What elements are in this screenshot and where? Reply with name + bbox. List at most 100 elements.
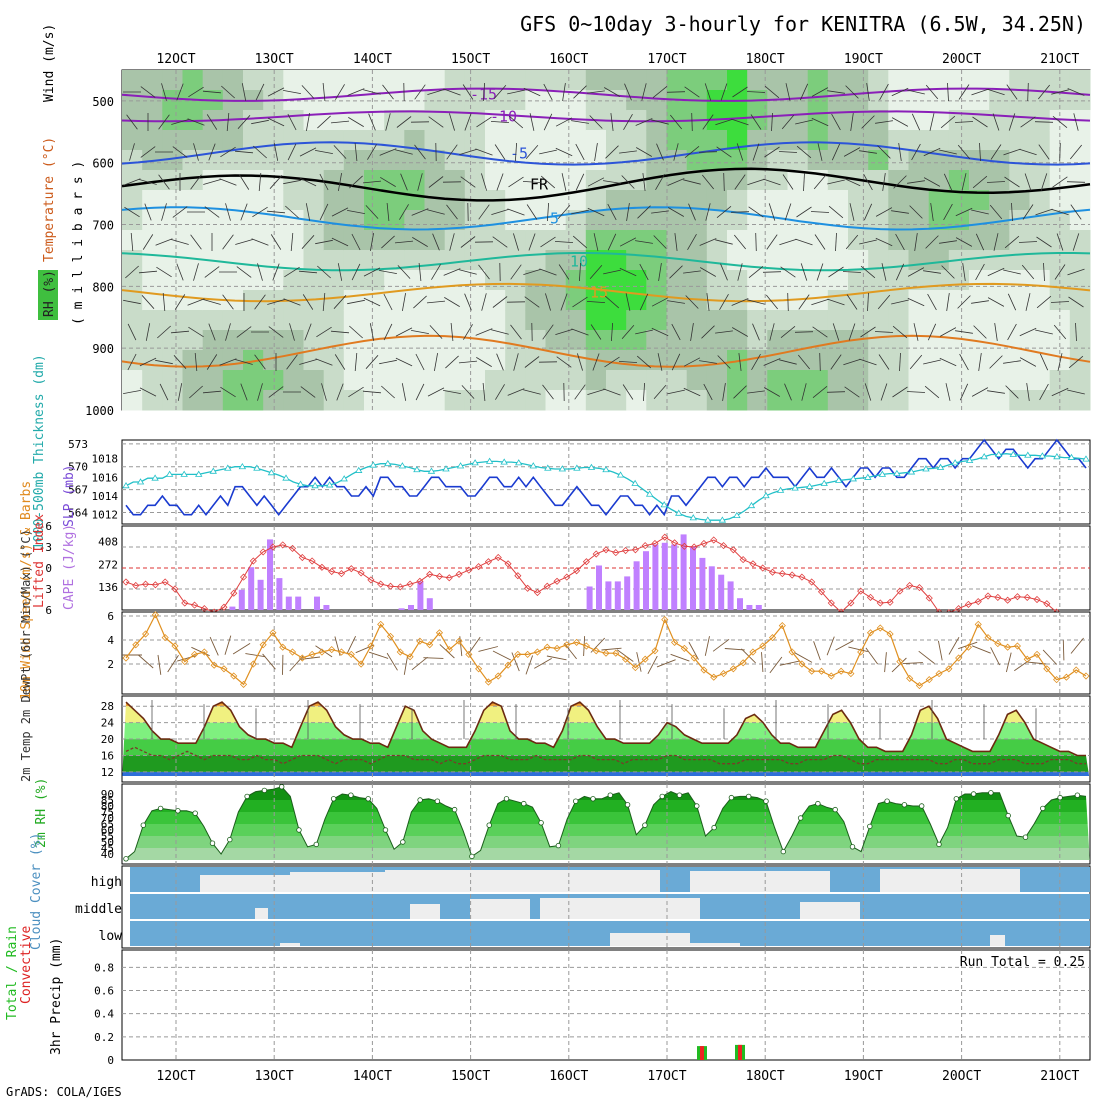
rh2m-marker: [176, 809, 181, 814]
rh-cell: [505, 170, 526, 191]
rh-cell: [646, 210, 667, 231]
rh-cell: [203, 310, 224, 331]
rh-cell: [606, 310, 627, 331]
rh-cell: [868, 310, 889, 331]
cloud-clear-area: [385, 870, 660, 892]
cloud-clear-area: [800, 902, 860, 919]
rh2m-marker: [1058, 795, 1063, 800]
rh-cell: [283, 70, 304, 91]
rh-cell: [223, 270, 244, 291]
rh-cell: [485, 230, 506, 251]
rh-cell: [687, 310, 708, 331]
rh-cell: [606, 350, 627, 371]
cloud-row-label: high: [91, 875, 122, 890]
bottom-date-label: 13OCT: [255, 1069, 294, 1084]
rh-cell: [626, 330, 647, 351]
rh-cell: [445, 70, 466, 91]
rh-cell: [868, 330, 889, 351]
pressure-tick: 1000: [85, 404, 114, 418]
cape-bar: [596, 566, 602, 611]
pressure-tick: 900: [92, 342, 114, 356]
rh-cell: [1009, 130, 1030, 151]
rh-cell: [505, 370, 526, 391]
rh-cell: [546, 70, 567, 91]
rh-cell: [223, 190, 244, 211]
rh-cell: [989, 330, 1010, 351]
rh2m-marker: [366, 797, 371, 802]
rh-cell: [324, 90, 345, 111]
rh2m-marker: [989, 791, 994, 796]
rh2m-marker: [331, 797, 336, 802]
rh-cell: [243, 390, 264, 411]
rh-cell: [384, 310, 405, 331]
wind-tick: 4: [107, 634, 114, 647]
rh-cell: [667, 370, 688, 391]
rh-cell: [203, 70, 224, 91]
rh-cell: [1030, 170, 1051, 191]
rh-cell: [909, 70, 930, 91]
rh-cell: [606, 370, 627, 391]
pressure-tick: 600: [92, 157, 114, 171]
rh-cell: [122, 310, 143, 331]
rh-cell: [767, 230, 788, 251]
rh-cell: [162, 130, 183, 151]
rh-cell: [283, 110, 304, 131]
rh2m-marker: [833, 807, 838, 812]
rh-cell: [1030, 230, 1051, 251]
rh-cell: [788, 250, 809, 271]
rh-cell: [243, 230, 264, 251]
rh2m-marker: [141, 823, 146, 828]
rh-cell: [404, 270, 425, 291]
rh-cell: [989, 130, 1010, 151]
rh-cell: [929, 310, 950, 331]
rh2m-marker: [383, 828, 388, 833]
cloud-clear-area: [690, 943, 740, 946]
rh-cell: [425, 210, 446, 231]
rh-cell: [949, 390, 970, 411]
rh-cell: [404, 230, 425, 251]
rh-cell: [263, 390, 284, 411]
rh2m-marker: [539, 821, 544, 826]
rh-band: [122, 848, 1090, 860]
rh2m-marker: [573, 799, 578, 804]
rh-cell: [263, 310, 284, 331]
rh-cell: [384, 210, 405, 231]
rh-cell: [425, 290, 446, 311]
rh-cell: [344, 70, 365, 91]
rh-cell: [929, 390, 950, 411]
rh2m-marker: [764, 799, 769, 804]
rh2m-marker: [746, 794, 751, 799]
rh-cell: [868, 190, 889, 211]
cloud-clear-area: [610, 933, 690, 946]
rh-cell: [1070, 230, 1091, 251]
rh-cell: [969, 90, 990, 111]
rh-cell: [546, 150, 567, 171]
rh2m-marker: [1023, 835, 1028, 840]
rh2m-marker: [608, 793, 613, 798]
rh-cell: [465, 390, 486, 411]
rh-cell: [223, 210, 244, 231]
rh-cell: [384, 150, 405, 171]
rh-cell: [989, 110, 1010, 131]
rh-cell: [929, 130, 950, 151]
rh-cell: [203, 330, 224, 351]
rh-cell: [646, 330, 667, 351]
rh-cell: [888, 90, 909, 111]
rh2m-marker: [868, 824, 873, 829]
rh-cell: [646, 70, 667, 91]
temp-label: 2m Temp 2m DewPt (6hr Min/Max) (°C): [19, 529, 33, 782]
rh-cell: [969, 250, 990, 271]
rh-cell: [324, 390, 345, 411]
rh-cell: [868, 210, 889, 231]
cloud-clear-area: [690, 871, 830, 892]
pressure-tick: 700: [92, 219, 114, 233]
rh-cell: [1030, 370, 1051, 391]
rh-cell: [384, 110, 405, 131]
rh-cell: [989, 370, 1010, 391]
rh-cell: [848, 390, 869, 411]
rh-cell: [606, 330, 627, 351]
rh-cell: [384, 390, 405, 411]
rh-cell: [505, 330, 526, 351]
